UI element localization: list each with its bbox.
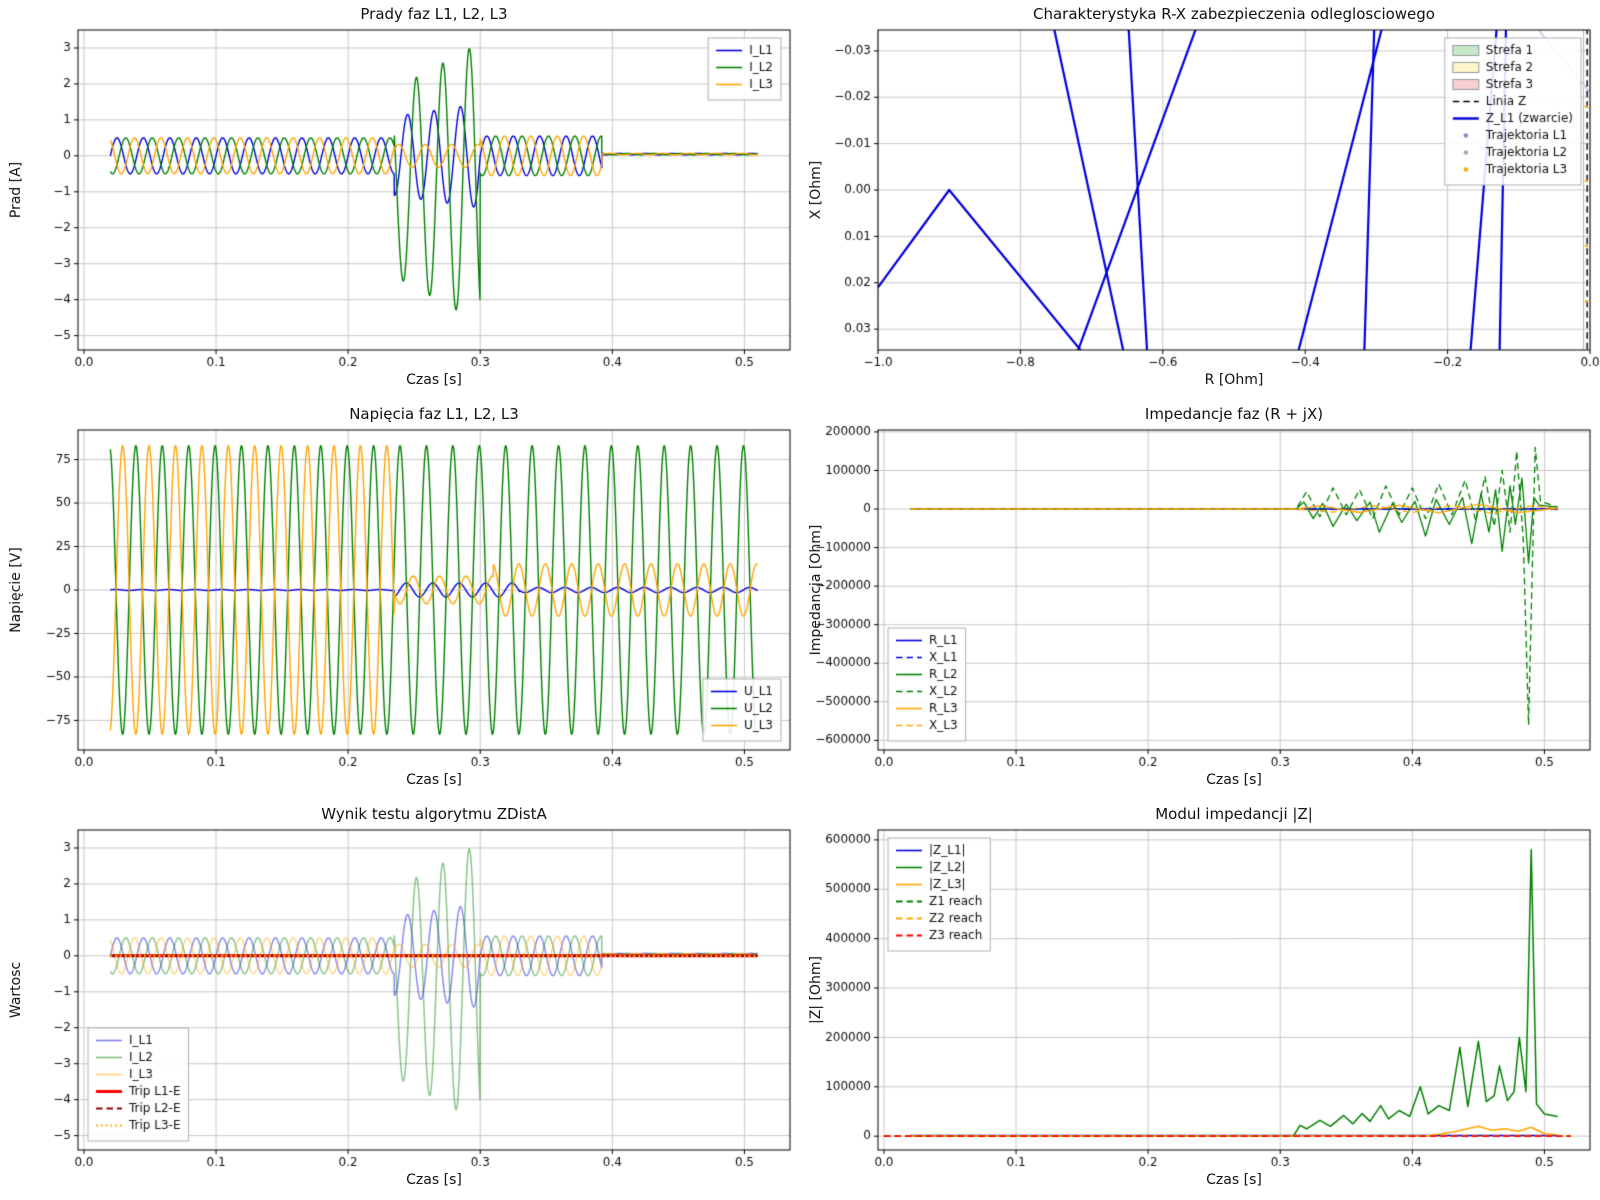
phase-currents-ylabel: Prad [A] (8, 161, 24, 219)
phase-currents-xlabel: Czas [s] (406, 372, 462, 388)
rx-characteristic-canvas (800, 0, 1600, 400)
impedance-magnitude-xlabel: Czas [s] (1206, 1172, 1262, 1188)
subplot-phase-impedances: Impedancje faz (R + jX) Impedancja [Ohm]… (800, 400, 1600, 800)
zdista-test-result-ylabel: Wartosc (8, 961, 24, 1019)
phase-impedances-ylabel: Impedancja [Ohm] (808, 524, 824, 656)
phase-impedances-title: Impedancje faz (R + jX) (1144, 405, 1324, 423)
phase-impedances-xlabel: Czas [s] (1206, 772, 1262, 788)
zdista-test-result-xlabel: Czas [s] (406, 1172, 462, 1188)
zdista-test-result-title: Wynik testu algorytmu ZDistA (321, 805, 547, 823)
subplot-phase-voltages: Napięcia faz L1, L2, L3 Napięcie [V] Cza… (0, 400, 800, 800)
phase-currents-canvas (0, 0, 800, 400)
phase-voltages-ylabel: Napięcie [V] (8, 547, 24, 633)
phase-impedances-canvas (800, 400, 1600, 800)
impedance-magnitude-canvas (800, 800, 1600, 1200)
impedance-magnitude-ylabel: |Z| [Ohm] (808, 956, 824, 1024)
rx-characteristic-title: Charakterystyka R-X zabezpieczenia odleg… (1032, 5, 1435, 23)
phase-voltages-xlabel: Czas [s] (406, 772, 462, 788)
rx-characteristic-ylabel: X [Ohm] (808, 160, 824, 220)
subplot-impedance-magnitude: Modul impedancji |Z| |Z| [Ohm] Czas [s] (800, 800, 1600, 1200)
subplot-zdista-test-result: Wynik testu algorytmu ZDistA Wartosc Cza… (0, 800, 800, 1200)
impedance-magnitude-title: Modul impedancji |Z| (1155, 805, 1313, 823)
phase-voltages-title: Napięcia faz L1, L2, L3 (349, 405, 519, 423)
phase-currents-title: Prady faz L1, L2, L3 (360, 5, 508, 23)
phase-voltages-canvas (0, 400, 800, 800)
subplot-phase-currents: Prady faz L1, L2, L3 Prad [A] Czas [s] (0, 0, 800, 400)
subplot-rx-characteristic: Charakterystyka R-X zabezpieczenia odleg… (800, 0, 1600, 400)
zdista-test-result-canvas (0, 800, 800, 1200)
rx-characteristic-xlabel: R [Ohm] (1204, 372, 1264, 388)
